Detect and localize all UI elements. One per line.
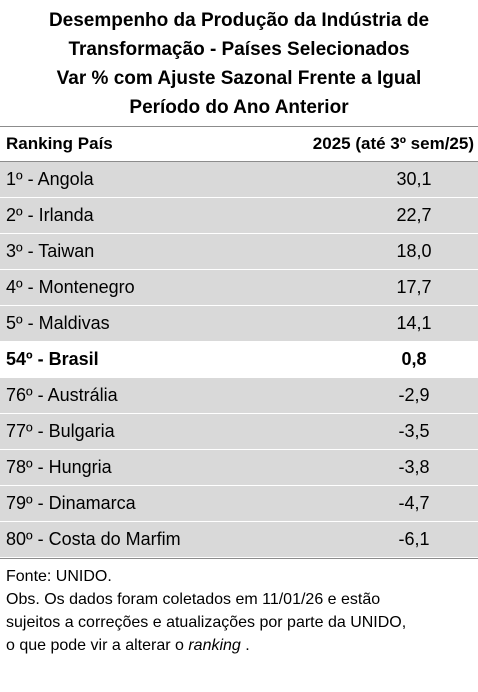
- row-value: -4,7: [240, 485, 478, 522]
- obs-note-line-3: o que pode vir a alterar o ranking .: [6, 634, 478, 657]
- obs-note-line-3-prefix: o que pode vir a alterar o: [6, 637, 189, 654]
- row-country-label: 77º - Bulgaria: [0, 413, 240, 450]
- row-country-label: 54º - Brasil: [0, 341, 240, 378]
- table-row: 76º - Austrália -2,9: [0, 377, 478, 414]
- title-line-2: Transformação - Países Selecionados: [68, 39, 410, 60]
- row-country-label: 80º - Costa do Marfim: [0, 521, 240, 558]
- chart-title: Desempenho da Produção da Indústria de T…: [0, 0, 478, 126]
- obs-note-line-2: sujeitos a correções e atualizações por …: [6, 614, 407, 631]
- row-country-label: 4º - Montenegro: [0, 269, 240, 306]
- source-note: Fonte: UNIDO.: [6, 568, 112, 585]
- table-row: 80º - Costa do Marfim -6,1: [0, 521, 478, 558]
- title-line-1: Desempenho da Produção da Indústria de: [48, 10, 430, 31]
- row-value: 17,7: [240, 269, 478, 306]
- row-value: 14,1: [240, 305, 478, 342]
- table-row: 4º - Montenegro 17,7: [0, 269, 478, 306]
- footnotes: Fonte: UNIDO. Obs. Os dados foram coleta…: [0, 558, 478, 657]
- title-line-3: Var % com Ajuste Sazonal Frente a Igual: [56, 68, 422, 89]
- table-row: 54º - Brasil 0,8: [0, 341, 478, 378]
- row-country-label: 2º - Irlanda: [0, 197, 240, 234]
- row-value: 0,8: [240, 341, 478, 378]
- column-header-value: 2025 (até 3º sem/25): [240, 126, 478, 162]
- obs-note-line-3-suffix: .: [240, 637, 250, 654]
- row-country-label: 79º - Dinamarca: [0, 485, 240, 522]
- title-line-4: Período do Ano Anterior: [129, 97, 349, 118]
- table-row: 2º - Irlanda 22,7: [0, 197, 478, 234]
- table-row: 77º - Bulgaria -3,5: [0, 413, 478, 450]
- column-header-country: Ranking País: [0, 126, 240, 162]
- row-value: 22,7: [240, 197, 478, 234]
- table-row: 1º - Angola 30,1: [0, 161, 478, 198]
- row-country-label: 3º - Taiwan: [0, 233, 240, 270]
- obs-note-ranking-word: ranking: [188, 637, 241, 654]
- row-country-label: 1º - Angola: [0, 161, 240, 198]
- row-value: -3,5: [240, 413, 478, 450]
- table-header-row: Ranking País 2025 (até 3º sem/25): [0, 126, 478, 162]
- row-value: -2,9: [240, 377, 478, 414]
- row-country-label: 78º - Hungria: [0, 449, 240, 486]
- table-row: 3º - Taiwan 18,0: [0, 233, 478, 270]
- row-country-label: 5º - Maldivas: [0, 305, 240, 342]
- table-body: 1º - Angola 30,1 2º - Irlanda 22,7 3º - Taiw…: [0, 161, 478, 558]
- row-value: 18,0: [240, 233, 478, 270]
- row-value: -3,8: [240, 449, 478, 486]
- table-row: 5º - Maldivas 14,1: [0, 305, 478, 342]
- ranking-table: Ranking País 2025 (até 3º sem/25) 1º - A…: [0, 126, 478, 558]
- row-value: -6,1: [240, 521, 478, 558]
- row-country-label: 76º - Austrália: [0, 377, 240, 414]
- table-row: 79º - Dinamarca -4,7: [0, 485, 478, 522]
- obs-note-line-1: Obs. Os dados foram coletados em 11/01/2…: [6, 591, 381, 608]
- row-value: 30,1: [240, 161, 478, 198]
- table-row: 78º - Hungria -3,8: [0, 449, 478, 486]
